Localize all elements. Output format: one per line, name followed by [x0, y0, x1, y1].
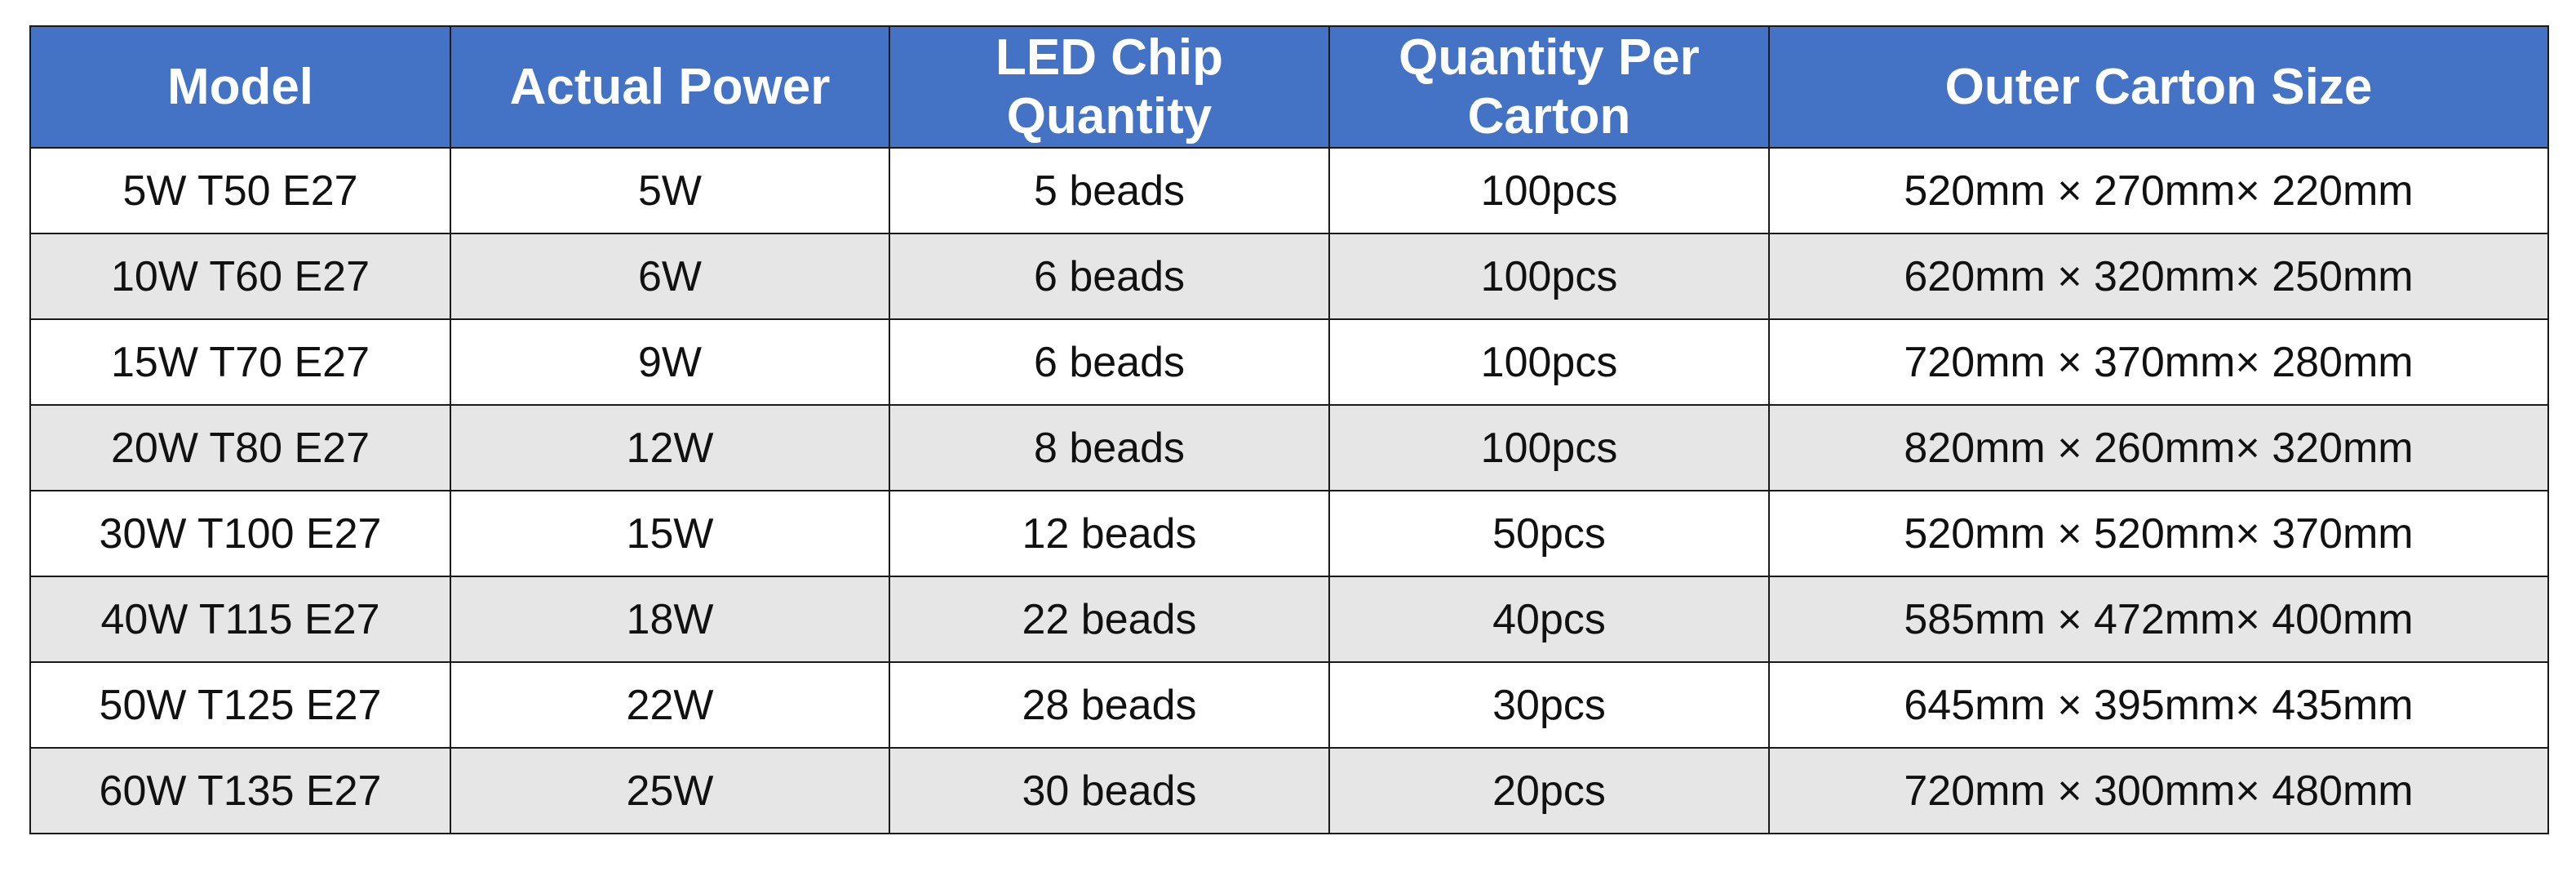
cell-model: 15W T70 E27: [29, 318, 451, 406]
cell-actual-power: 9W: [450, 318, 890, 406]
header-quantity-per-carton: Quantity Per Carton: [1328, 25, 1770, 149]
product-spec-table: Model Actual Power LED Chip Quantity Qua…: [29, 25, 2549, 834]
cell-quantity-per-carton: 50pcs: [1328, 490, 1770, 577]
cell-quantity-per-carton: 100pcs: [1328, 233, 1770, 320]
cell-outer-carton-size: 520mm × 520mm× 370mm: [1768, 490, 2549, 577]
table-row: 20W T80 E27 12W 8 beads 100pcs 820mm × 2…: [29, 404, 2549, 491]
cell-quantity-per-carton: 20pcs: [1328, 747, 1770, 834]
cell-model: 50W T125 E27: [29, 661, 451, 749]
cell-actual-power: 18W: [450, 576, 890, 663]
cell-led-chip-quantity: 6 beads: [889, 233, 1330, 320]
cell-led-chip-quantity: 12 beads: [889, 490, 1330, 577]
cell-quantity-per-carton: 40pcs: [1328, 576, 1770, 663]
table-header-row: Model Actual Power LED Chip Quantity Qua…: [29, 25, 2549, 149]
header-led-chip-quantity: LED Chip Quantity: [889, 25, 1330, 149]
cell-outer-carton-size: 645mm × 395mm× 435mm: [1768, 661, 2549, 749]
cell-model: 60W T135 E27: [29, 747, 451, 834]
cell-outer-carton-size: 820mm × 260mm× 320mm: [1768, 404, 2549, 491]
table-row: 5W T50 E27 5W 5 beads 100pcs 520mm × 270…: [29, 147, 2549, 234]
header-actual-power: Actual Power: [450, 25, 890, 149]
cell-actual-power: 22W: [450, 661, 890, 749]
cell-outer-carton-size: 520mm × 270mm× 220mm: [1768, 147, 2549, 234]
cell-outer-carton-size: 620mm × 320mm× 250mm: [1768, 233, 2549, 320]
cell-actual-power: 6W: [450, 233, 890, 320]
table-row: 40W T115 E27 18W 22 beads 40pcs 585mm × …: [29, 576, 2549, 663]
cell-model: 10W T60 E27: [29, 233, 451, 320]
cell-actual-power: 12W: [450, 404, 890, 491]
table-row: 30W T100 E27 15W 12 beads 50pcs 520mm × …: [29, 490, 2549, 577]
table-row: 50W T125 E27 22W 28 beads 30pcs 645mm × …: [29, 661, 2549, 749]
cell-outer-carton-size: 585mm × 472mm× 400mm: [1768, 576, 2549, 663]
cell-model: 30W T100 E27: [29, 490, 451, 577]
cell-actual-power: 25W: [450, 747, 890, 834]
cell-model: 20W T80 E27: [29, 404, 451, 491]
cell-model: 5W T50 E27: [29, 147, 451, 234]
cell-led-chip-quantity: 22 beads: [889, 576, 1330, 663]
cell-quantity-per-carton: 30pcs: [1328, 661, 1770, 749]
table-row: 10W T60 E27 6W 6 beads 100pcs 620mm × 32…: [29, 233, 2549, 320]
cell-quantity-per-carton: 100pcs: [1328, 147, 1770, 234]
cell-led-chip-quantity: 30 beads: [889, 747, 1330, 834]
cell-quantity-per-carton: 100pcs: [1328, 318, 1770, 406]
cell-led-chip-quantity: 8 beads: [889, 404, 1330, 491]
cell-led-chip-quantity: 5 beads: [889, 147, 1330, 234]
cell-model: 40W T115 E27: [29, 576, 451, 663]
cell-actual-power: 5W: [450, 147, 890, 234]
cell-quantity-per-carton: 100pcs: [1328, 404, 1770, 491]
header-outer-carton-size: Outer Carton Size: [1768, 25, 2549, 149]
cell-led-chip-quantity: 6 beads: [889, 318, 1330, 406]
cell-outer-carton-size: 720mm × 300mm× 480mm: [1768, 747, 2549, 834]
header-model: Model: [29, 25, 451, 149]
cell-led-chip-quantity: 28 beads: [889, 661, 1330, 749]
cell-outer-carton-size: 720mm × 370mm× 280mm: [1768, 318, 2549, 406]
table-row: 15W T70 E27 9W 6 beads 100pcs 720mm × 37…: [29, 318, 2549, 406]
cell-actual-power: 15W: [450, 490, 890, 577]
table-row: 60W T135 E27 25W 30 beads 20pcs 720mm × …: [29, 747, 2549, 834]
